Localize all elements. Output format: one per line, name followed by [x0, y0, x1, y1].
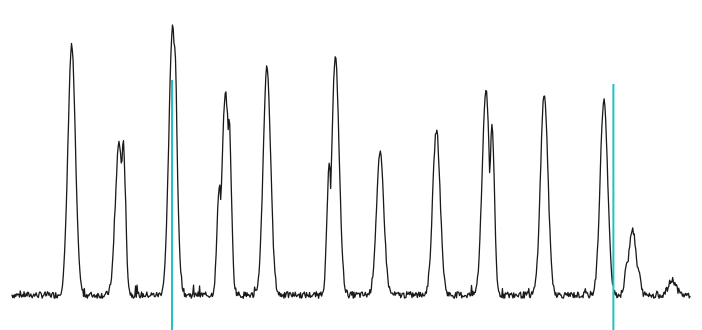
vertical-markers — [171, 80, 615, 330]
trace-series — [11, 24, 691, 299]
trace-line — [11, 24, 691, 299]
